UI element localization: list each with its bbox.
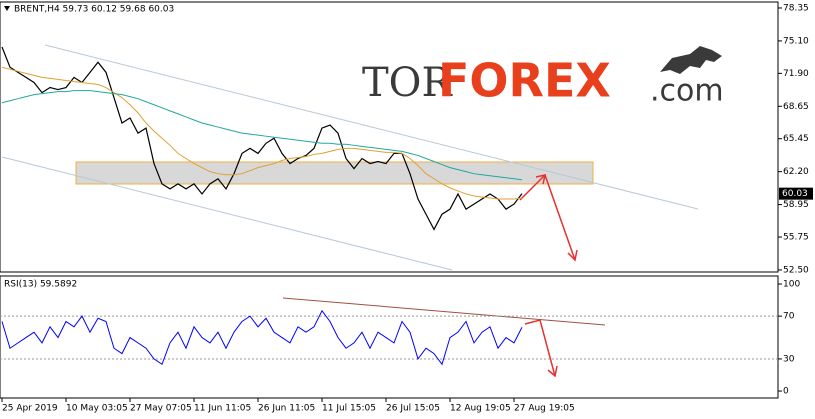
y-tick-label: 0 bbox=[783, 387, 789, 397]
x-tick-label: 26 Jul 15:05 bbox=[386, 404, 440, 414]
last-price-box bbox=[779, 187, 813, 200]
x-tick-label: 27 May 07:05 bbox=[130, 404, 192, 414]
y-tick-label: 71.90 bbox=[783, 69, 809, 79]
y-tick-label: 52.50 bbox=[783, 265, 809, 275]
menu-triangle bbox=[4, 6, 10, 11]
x-tick-label: 11 Jun 11:05 bbox=[194, 404, 251, 414]
x-tick-label: 27 Aug 19:05 bbox=[514, 404, 575, 414]
y-tick-label: 70 bbox=[783, 312, 795, 322]
arrow-path bbox=[519, 174, 576, 261]
watermark: TOR FOREX .com bbox=[362, 46, 724, 109]
channel-lower bbox=[1, 156, 453, 271]
channel-upper bbox=[44, 44, 699, 210]
series-line bbox=[1, 46, 523, 231]
x-tick-label: 11 Jul 15:05 bbox=[322, 404, 376, 414]
y-tick-label: 62.20 bbox=[783, 167, 809, 177]
y-tick-label: 75.10 bbox=[783, 36, 809, 46]
rsi-panel bbox=[0, 275, 779, 399]
main-panel bbox=[0, 1, 779, 273]
y-tick-label: 100 bbox=[783, 280, 800, 290]
x-tick-label: 10 May 03:05 bbox=[66, 404, 128, 414]
logo-tor: TOR bbox=[362, 60, 453, 106]
support-zone bbox=[75, 161, 594, 185]
series-line bbox=[1, 309, 523, 366]
x-tick-label: 25 Apr 2019 bbox=[2, 404, 58, 414]
y-tick-label: 55.75 bbox=[783, 233, 809, 243]
last-price-label: 60.03 bbox=[782, 189, 808, 199]
x-tick-label: 12 Aug 19:05 bbox=[450, 404, 511, 414]
y-tick-label: 58.95 bbox=[783, 200, 809, 210]
x-tick-label: 26 Jun 11:05 bbox=[258, 404, 315, 414]
forecast-arrows bbox=[519, 174, 578, 378]
y-tick-label: 68.65 bbox=[783, 102, 809, 112]
y-tick-label: 65.45 bbox=[783, 134, 809, 144]
y-tick-label: 30 bbox=[783, 354, 795, 364]
y-tick-label: 78.35 bbox=[783, 3, 809, 13]
rsi-title: RSI(13) 59.5892 bbox=[4, 280, 77, 290]
series-line bbox=[1, 66, 523, 200]
arrow-heads bbox=[535, 174, 578, 262]
series-line bbox=[1, 90, 523, 181]
rsi-trendline bbox=[282, 297, 606, 326]
logo-forex: FOREX bbox=[438, 54, 611, 108]
logo-com: .com bbox=[650, 74, 724, 109]
chart-title: BRENT,H4 59.73 60.12 59.68 60.03 bbox=[14, 5, 174, 15]
logo-bull bbox=[660, 46, 722, 74]
